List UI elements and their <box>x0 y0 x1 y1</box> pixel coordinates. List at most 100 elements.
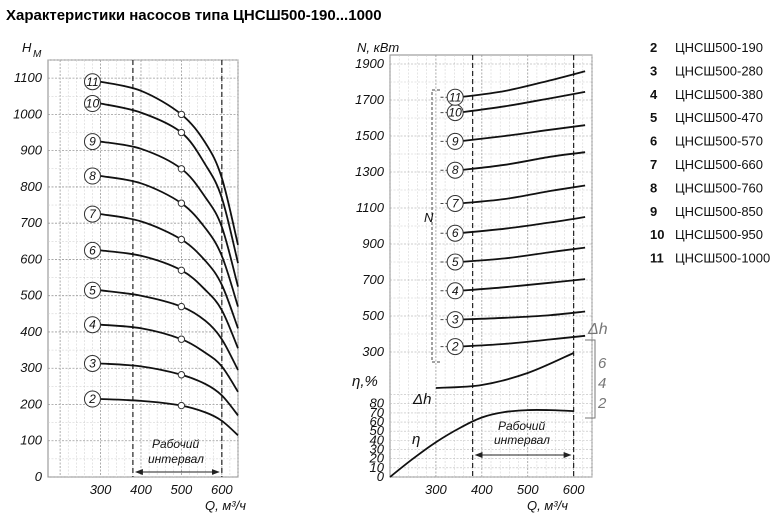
efficiency-y-tick: 80 <box>370 396 385 411</box>
head-y-label: H <box>22 40 32 55</box>
head-curve-7 <box>100 213 239 329</box>
head-curve-label-2: 2 <box>88 392 96 406</box>
power-curve-label-9: 9 <box>452 134 459 148</box>
legend-num-11: 11 <box>650 251 664 266</box>
head-y-tick: 300 <box>20 360 42 375</box>
efficiency-y-tick: 50 <box>370 423 385 438</box>
head-point-7 <box>177 235 186 244</box>
power-x-tick: 600 <box>563 482 585 497</box>
efficiency-curve <box>389 409 574 478</box>
power-curve-3 <box>458 310 586 321</box>
power-curves: 2 3 4 5 6 7 8 9 10 11 <box>440 70 586 356</box>
power-curve-8 <box>458 151 586 172</box>
head-y-ticks: 0 100 200 300 400 500 600 700 800 900 1000 1100 <box>13 70 43 484</box>
power-curve-label-5-circle <box>446 253 464 271</box>
power-curve-2 <box>458 334 586 348</box>
head-chart: 0 100 200 300 400 500 600 700 800 900 1000 1100 300… <box>13 40 246 513</box>
power-working-interval-line2: интервал <box>494 433 550 447</box>
head-curve-label-5: 5 <box>89 283 96 297</box>
power-curve-label-7: 7 <box>452 197 460 211</box>
legend-num-7: 7 <box>650 157 657 172</box>
head-point-3 <box>177 371 186 379</box>
dh-tick-4: 4 <box>598 375 606 392</box>
head-curve-label-6: 6 <box>89 243 96 257</box>
efficiency-y-tick: 0 <box>377 469 385 484</box>
head-point-4 <box>177 335 186 343</box>
power-curve-label-8: 8 <box>452 163 459 177</box>
head-curve-5 <box>100 289 239 371</box>
power-x-tick: 500 <box>517 482 539 497</box>
head-x-tick: 600 <box>211 482 233 497</box>
head-point-6 <box>177 266 186 275</box>
head-curve-label-4: 4 <box>89 318 96 332</box>
head-curve-label-8-circle <box>83 167 101 185</box>
efficiency-curve-label: η <box>412 431 420 448</box>
legend-name-6: ЦНСШ500-570 <box>675 134 763 149</box>
head-curve-label-5-circle <box>83 281 101 299</box>
legend-num-6: 6 <box>650 134 657 149</box>
power-curve-label-2: 2 <box>451 340 459 354</box>
power-curve-5 <box>458 246 586 263</box>
efficiency-curves <box>389 352 574 478</box>
power-curve-4 <box>458 278 586 292</box>
head-y-tick: 900 <box>20 143 42 158</box>
dh-right-label: Δh <box>587 321 608 338</box>
efficiency-y-tick: 70 <box>370 405 385 420</box>
power-curve-label-8-circle <box>446 161 464 179</box>
head-curve-label-9: 9 <box>89 135 96 149</box>
power-curve-label-6-circle <box>446 224 464 242</box>
head-curve-label-7-circle <box>83 205 101 223</box>
head-y-tick: 1000 <box>13 106 43 121</box>
head-y-tick: 700 <box>20 215 42 230</box>
power-y-tick: 900 <box>362 236 384 251</box>
head-y-label-sub: М <box>33 49 42 60</box>
power-curve-label-3-circle <box>446 311 464 329</box>
power-x-tick: 400 <box>471 482 493 497</box>
head-curve-label-8: 8 <box>89 169 96 183</box>
head-x-ticks: 300 400 500 600 <box>90 482 234 497</box>
efficiency-y-tick: 30 <box>370 442 385 457</box>
chart-title: Характеристики насосов типа ЦНСШ500-190.… <box>6 7 382 24</box>
power-curve-label-6: 6 <box>452 226 459 240</box>
power-curve-9 <box>458 124 586 143</box>
power-curve-7 <box>458 184 586 205</box>
legend-name-11: ЦНСШ500-1000 <box>675 251 770 266</box>
dh-tick-6: 6 <box>598 355 607 372</box>
head-curves: 2 3 4 5 6 7 8 9 10 11 <box>83 73 239 436</box>
head-y-tick: 200 <box>19 396 42 411</box>
power-y-tick: 1500 <box>355 128 385 143</box>
power-curve-label-9-circle <box>446 132 464 150</box>
head-curve-label-11: 11 <box>86 75 98 89</box>
power-curve-label-11: 11 <box>449 90 461 104</box>
legend-num-8: 8 <box>650 180 657 195</box>
head-curve-label-4-circle <box>83 316 101 334</box>
head-point-5 <box>177 302 186 311</box>
legend-name-7: ЦНСШ500-660 <box>675 157 763 172</box>
head-curve-9 <box>100 140 239 287</box>
legend-num-9: 9 <box>650 204 657 219</box>
head-x-tick: 500 <box>171 482 193 497</box>
head-curve-8 <box>100 175 239 307</box>
power-y-tick: 1300 <box>355 164 385 179</box>
head-curve-label-2-circle <box>83 390 101 408</box>
dh-right-axis <box>585 339 596 419</box>
power-curve-label-5: 5 <box>452 255 459 269</box>
head-y-tick: 400 <box>20 324 42 339</box>
head-curve-label-11-circle <box>83 73 101 91</box>
head-curve-label-6-circle <box>83 241 101 259</box>
head-working-interval-line2: интервал <box>148 452 204 466</box>
head-point-2 <box>177 401 186 410</box>
head-curve-label-7: 7 <box>89 207 97 221</box>
head-curve-4 <box>100 323 239 393</box>
power-curve-10 <box>458 91 586 114</box>
power-y-ticks: 300 500 700 900 1100 1300 1500 1700 1900 <box>355 56 385 359</box>
power-curve-label-4: 4 <box>452 284 459 298</box>
head-x-tick: 400 <box>130 482 152 497</box>
head-curve-3 <box>100 362 239 416</box>
dh-curve <box>435 352 574 389</box>
power-curve-label-11-circle <box>446 88 464 106</box>
head-working-interval-line1: Рабочий <box>152 437 199 451</box>
head-curve-10 <box>100 102 239 264</box>
legend-num-2: 2 <box>650 40 657 55</box>
